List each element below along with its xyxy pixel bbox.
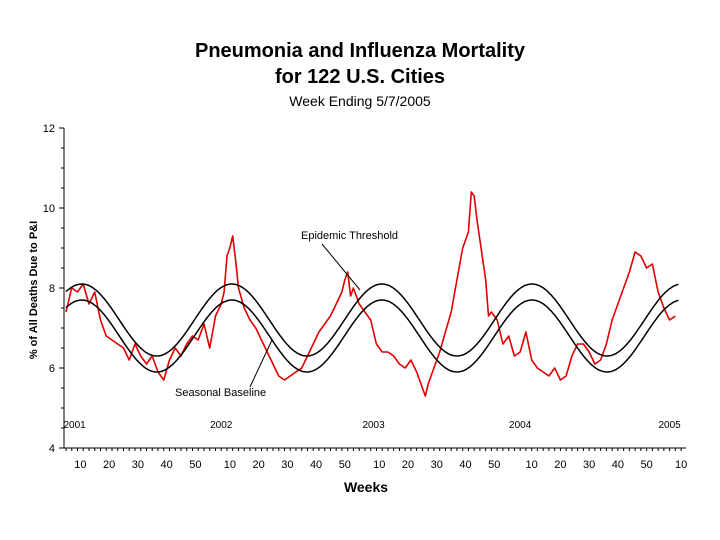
x-tick-label: 50 [189,459,201,471]
x-tick-label: 10 [526,459,538,471]
year-label: 2004 [509,420,532,431]
x-tick-label: 20 [402,459,414,471]
y-tick-label: 6 [49,363,55,375]
x-tick-label: 50 [339,459,351,471]
seasonal-baseline-label: Seasonal Baseline [175,387,266,399]
y-tick-label: 10 [43,203,55,215]
epidemic-threshold-leader [321,243,361,291]
x-axis-label: Weeks [344,479,388,495]
series-line-epidemic-threshold [65,283,679,357]
x-tick-label: 40 [459,459,471,471]
x-tick-label: 10 [373,459,385,471]
series-line-observed [65,191,676,397]
x-tick-label: 40 [310,459,322,471]
x-tick-label: 40 [160,459,172,471]
year-label: 2001 [63,420,86,431]
x-tick-label: 10 [74,459,86,471]
x-tick-label: 10 [675,459,687,471]
x-tick-label: 30 [431,459,443,471]
series-line-seasonal-baseline [65,299,679,373]
x-tick-label: 40 [612,459,624,471]
year-label: 2005 [659,420,682,431]
series-layer [65,191,679,397]
x-tick-label: 20 [252,459,264,471]
chart-title-line2: for 122 U.S. Cities [274,66,446,88]
x-tick-label: 20 [554,459,566,471]
year-label: 2002 [210,420,233,431]
x-tick-label: 50 [641,459,653,471]
x-tick-label: 10 [224,459,236,471]
labels-layer: 4 6 8 10 12 10 20 30 40 50 10 20 30 40 50 10 20 30 40 50 10 2… [43,123,688,471]
x-tick-label: 30 [281,459,293,471]
y-tick-label: 4 [49,443,55,455]
y-axis-label: % of All Deaths Due to P&I [28,221,40,359]
y-tick-label: 8 [49,283,55,295]
seasonal-baseline-leader [249,339,273,388]
chart-title: Pneumonia and Influenza Mortality [194,40,526,62]
year-label: 2003 [362,420,385,431]
x-tick-label: 30 [583,459,595,471]
x-tick-label: 20 [103,459,115,471]
axes [59,127,686,451]
epidemic-threshold-label: Epidemic Threshold [301,230,398,242]
y-tick-label: 12 [43,123,55,135]
x-tick-label: 50 [488,459,500,471]
chart-subtitle: Week Ending 5/7/2005 [289,93,431,109]
x-tick-label: 30 [132,459,144,471]
